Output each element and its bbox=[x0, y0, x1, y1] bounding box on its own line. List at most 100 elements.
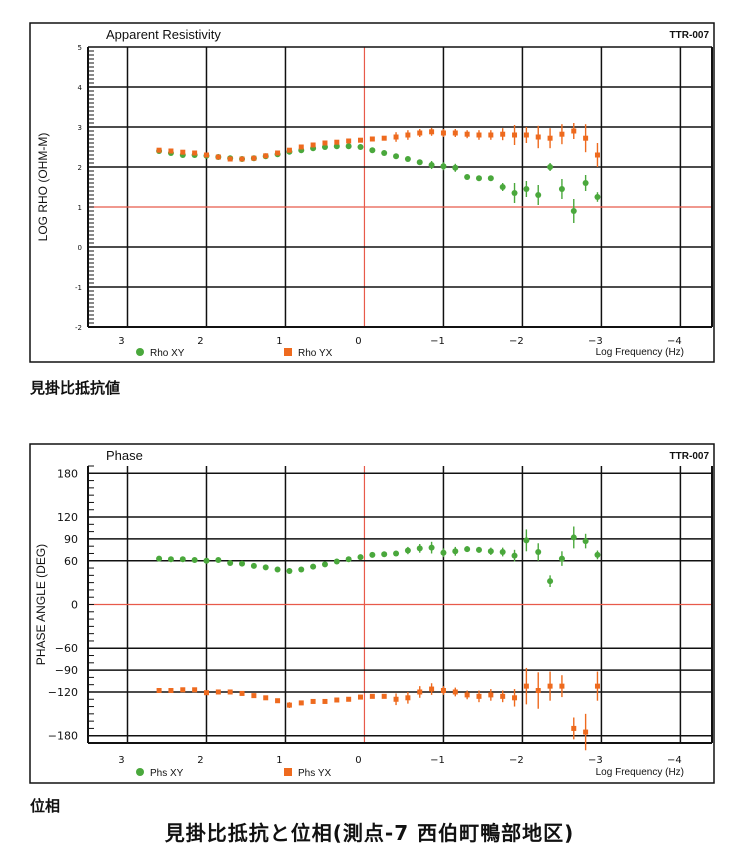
data-point bbox=[168, 148, 174, 154]
data-point bbox=[487, 175, 494, 182]
data-point bbox=[547, 683, 553, 689]
data-point bbox=[583, 135, 589, 141]
data-point bbox=[156, 688, 162, 694]
data-point bbox=[594, 194, 601, 200]
data-point bbox=[582, 538, 589, 545]
data-point bbox=[440, 549, 447, 556]
data-point bbox=[512, 132, 518, 138]
chart-title: Apparent Resistivity bbox=[106, 27, 221, 42]
data-point bbox=[381, 693, 387, 699]
y-tick-label: -2 bbox=[75, 324, 82, 332]
data-point bbox=[275, 150, 281, 156]
data-point bbox=[416, 545, 423, 552]
data-point bbox=[346, 138, 352, 144]
data-point bbox=[358, 137, 364, 143]
data-point bbox=[227, 559, 234, 566]
y-tick-label: 2 bbox=[78, 164, 82, 172]
x-tick-label: −1 bbox=[430, 755, 445, 766]
data-point bbox=[583, 729, 589, 735]
series-phs-xy bbox=[156, 526, 601, 588]
x-tick-label: 0 bbox=[355, 755, 361, 766]
x-tick-label: 1 bbox=[276, 336, 282, 347]
data-point bbox=[570, 208, 577, 214]
data-point bbox=[500, 131, 506, 137]
data-point bbox=[558, 555, 565, 562]
data-point bbox=[464, 546, 471, 553]
legend-marker-circle bbox=[136, 348, 144, 356]
data-point bbox=[416, 159, 423, 166]
y-tick-label: 90 bbox=[64, 533, 78, 546]
data-point bbox=[275, 698, 281, 704]
data-point bbox=[429, 686, 435, 692]
data-point bbox=[475, 175, 482, 182]
data-point bbox=[511, 552, 518, 559]
data-point bbox=[429, 129, 435, 135]
legend-label: Phs XY bbox=[150, 768, 184, 779]
y-tick-label: 3 bbox=[78, 124, 82, 132]
data-point bbox=[559, 683, 565, 689]
data-point bbox=[345, 556, 352, 563]
series-rho-yx bbox=[156, 123, 600, 167]
x-tick-label: −1 bbox=[430, 336, 445, 347]
data-point bbox=[405, 132, 411, 138]
data-point bbox=[298, 566, 305, 573]
x-tick-label: 3 bbox=[118, 336, 124, 347]
data-point bbox=[452, 164, 459, 171]
data-point bbox=[594, 683, 600, 689]
y-tick-label: 5 bbox=[78, 44, 82, 52]
data-point bbox=[487, 548, 494, 555]
data-point bbox=[464, 692, 470, 698]
data-point bbox=[428, 162, 435, 168]
data-point bbox=[393, 550, 400, 557]
y-tick-label: 60 bbox=[64, 555, 78, 568]
resistivity-caption: 見掛比抵抗値 bbox=[30, 379, 121, 397]
data-point bbox=[168, 688, 174, 694]
data-point bbox=[512, 695, 518, 701]
data-point bbox=[250, 562, 257, 569]
x-tick-label: −4 bbox=[667, 336, 682, 347]
data-point bbox=[440, 163, 447, 170]
y-axis-label: PHASE ANGLE (DEG) bbox=[34, 544, 48, 665]
data-point bbox=[559, 131, 565, 137]
data-point bbox=[321, 561, 328, 568]
data-point bbox=[535, 134, 541, 140]
data-point bbox=[192, 687, 198, 693]
data-point bbox=[333, 558, 340, 565]
data-point bbox=[239, 156, 245, 162]
y-tick-label: 0 bbox=[78, 244, 82, 252]
data-point bbox=[535, 192, 542, 198]
data-point bbox=[547, 578, 554, 585]
series-phs-yx bbox=[156, 667, 600, 751]
series-rho-xy bbox=[156, 143, 601, 223]
data-point bbox=[179, 556, 186, 563]
data-point bbox=[357, 554, 364, 561]
data-point bbox=[298, 700, 304, 706]
data-point bbox=[262, 564, 269, 571]
data-point bbox=[286, 567, 293, 574]
data-point bbox=[191, 557, 198, 564]
data-point bbox=[180, 149, 186, 155]
x-tick-label: −4 bbox=[667, 755, 682, 766]
data-point bbox=[369, 551, 376, 558]
data-point bbox=[571, 725, 577, 731]
data-point bbox=[334, 697, 340, 703]
data-point bbox=[417, 130, 423, 136]
data-point bbox=[239, 560, 246, 567]
data-point bbox=[404, 547, 411, 554]
data-point bbox=[547, 164, 554, 170]
x-tick-label: −3 bbox=[588, 336, 603, 347]
x-tick-label: 1 bbox=[276, 755, 282, 766]
data-point bbox=[475, 546, 482, 553]
legend-marker-square bbox=[284, 768, 292, 776]
figure-caption: 見掛比抵抗と位相(測点-7 西伯町鴨部地区) bbox=[164, 821, 575, 845]
data-point bbox=[535, 549, 542, 556]
data-point bbox=[239, 690, 245, 696]
data-point bbox=[263, 695, 269, 701]
data-point bbox=[523, 683, 529, 689]
chart-title: Phase bbox=[106, 448, 143, 463]
data-point bbox=[440, 688, 446, 694]
data-point bbox=[499, 549, 506, 556]
data-point bbox=[476, 693, 482, 699]
y-tick-label: −120 bbox=[48, 686, 78, 699]
